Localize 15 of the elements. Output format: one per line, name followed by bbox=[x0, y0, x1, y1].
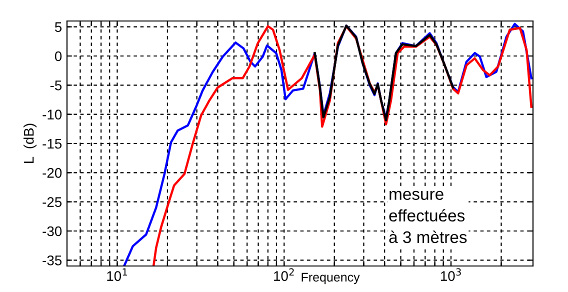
y-axis-title: L (dB) bbox=[24, 124, 37, 163]
y-tick-label: -5 bbox=[50, 80, 62, 90]
x-axis-title: Frequency bbox=[302, 272, 360, 284]
y-tick-label: -20 bbox=[42, 168, 62, 178]
y-tick-label: 0 bbox=[54, 51, 62, 62]
annotation: mesure effectuées à 3 mètres bbox=[389, 190, 467, 244]
y-tick-label: -15 bbox=[42, 138, 62, 149]
y-tick-label: 5 bbox=[54, 22, 62, 32]
y-tick-label: -25 bbox=[42, 197, 62, 208]
x-tick-label: 10$^{1}$ bbox=[107, 268, 127, 281]
x-tick-label: 10$^{2}$ bbox=[274, 268, 294, 281]
x-tick-label: 10$^{3}$ bbox=[440, 268, 461, 281]
y-tick-label: -10 bbox=[42, 110, 62, 120]
y-tick-label: -35 bbox=[42, 256, 62, 266]
y-tick-label: -30 bbox=[42, 226, 62, 236]
